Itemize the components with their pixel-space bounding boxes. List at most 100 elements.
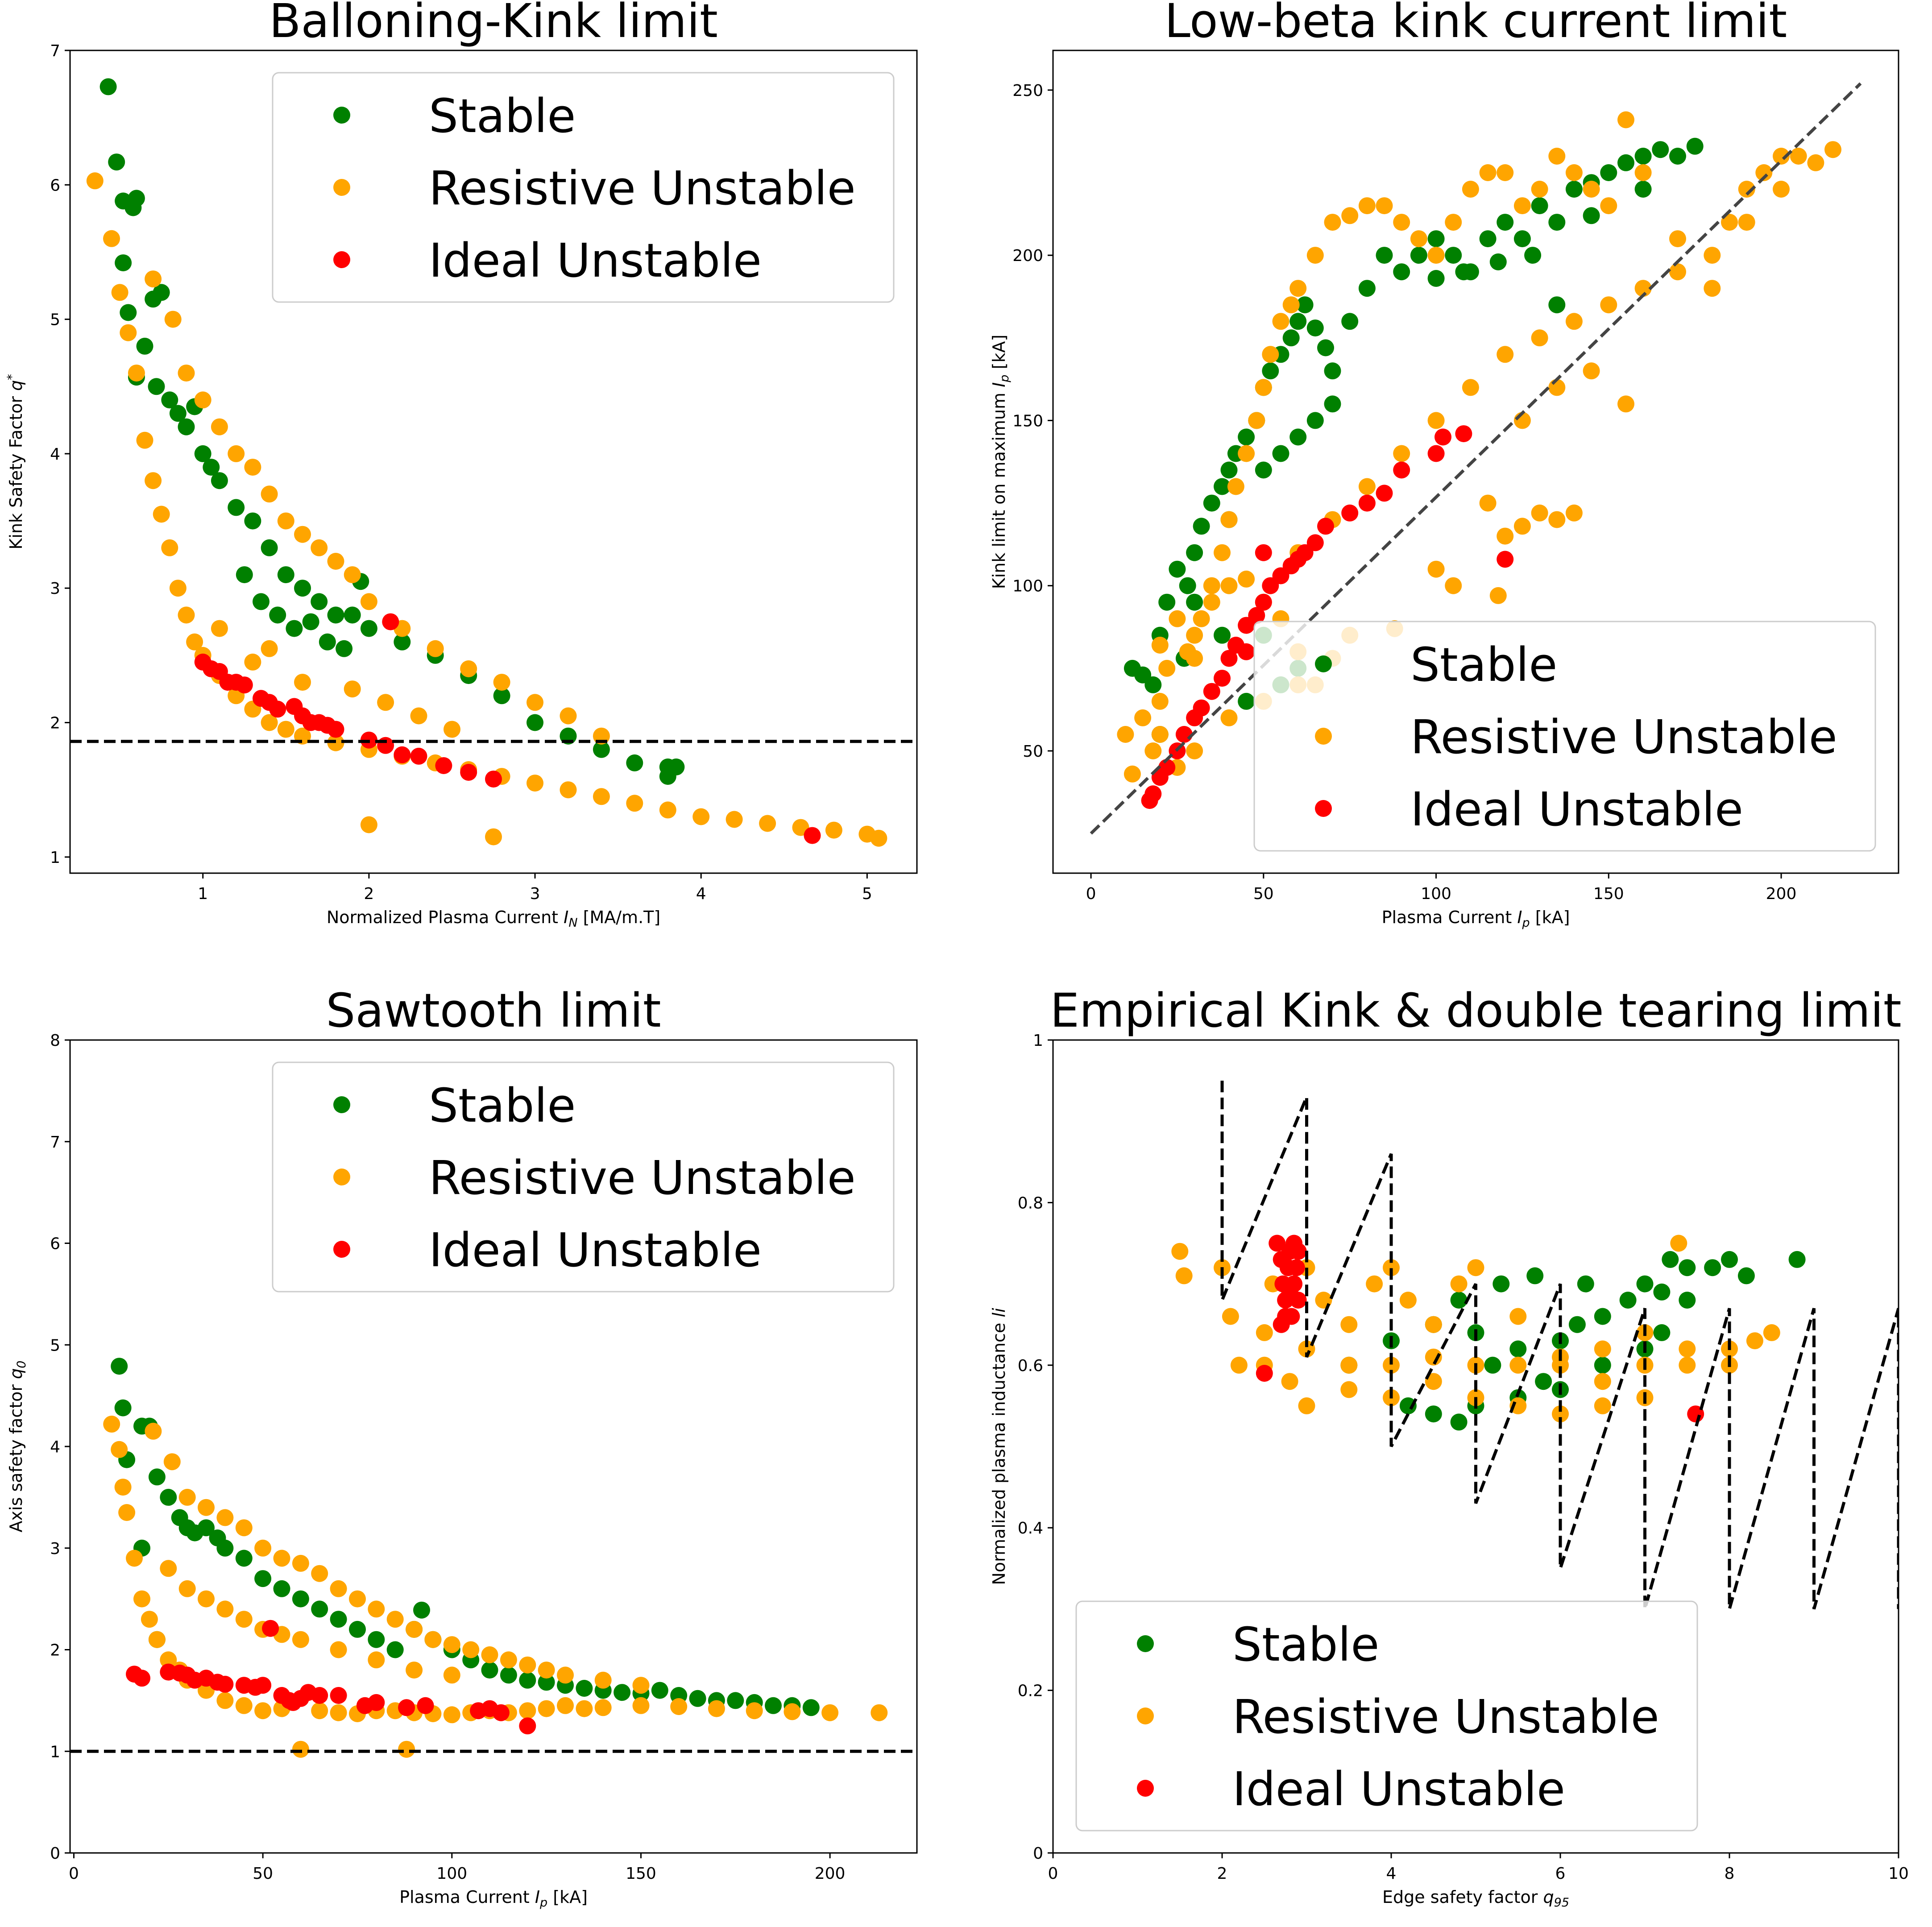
point-resistive bbox=[632, 1697, 650, 1714]
point-stable bbox=[614, 1684, 631, 1701]
point-stable bbox=[802, 1699, 820, 1716]
point-stable bbox=[148, 378, 165, 395]
point-resistive bbox=[148, 1631, 166, 1648]
legend-marker-resistive bbox=[1315, 728, 1332, 745]
y-tick-label: 0 bbox=[50, 1844, 60, 1863]
point-stable bbox=[1450, 1292, 1468, 1309]
legend-marker-resistive bbox=[1137, 1707, 1154, 1724]
point-stable bbox=[228, 499, 245, 516]
point-ideal bbox=[330, 1687, 347, 1704]
point-resistive bbox=[1497, 527, 1514, 545]
point-resistive bbox=[1634, 280, 1652, 297]
point-resistive bbox=[1594, 1397, 1611, 1414]
legend-box bbox=[1253, 621, 1876, 852]
point-stable bbox=[261, 539, 278, 556]
point-ideal bbox=[1255, 544, 1272, 561]
label-part: 95 bbox=[1554, 1896, 1569, 1910]
point-resistive bbox=[708, 1700, 725, 1717]
point-resistive bbox=[1151, 692, 1169, 710]
y-tick-label: 3 bbox=[50, 580, 60, 598]
point-stable bbox=[1548, 296, 1566, 314]
point-stable bbox=[1531, 197, 1548, 215]
point-resistive bbox=[120, 324, 137, 341]
point-resistive bbox=[244, 653, 261, 671]
point-resistive bbox=[1220, 511, 1238, 528]
point-ideal bbox=[1497, 551, 1514, 568]
point-resistive bbox=[292, 1631, 309, 1648]
point-resistive bbox=[1704, 280, 1721, 297]
point-stable bbox=[1535, 1373, 1552, 1390]
point-stable bbox=[1737, 1267, 1755, 1285]
point-resistive bbox=[160, 1560, 177, 1577]
point-ideal bbox=[460, 764, 477, 781]
point-resistive bbox=[1341, 207, 1359, 224]
x-tick-label: 100 bbox=[1421, 885, 1451, 903]
point-stable bbox=[1652, 141, 1669, 158]
point-ideal bbox=[398, 1699, 415, 1716]
point-ideal bbox=[1214, 670, 1231, 687]
point-ideal bbox=[1288, 1259, 1305, 1276]
point-ideal bbox=[1455, 425, 1472, 443]
point-resistive bbox=[294, 674, 311, 691]
point-resistive bbox=[153, 506, 170, 523]
point-ideal bbox=[1306, 534, 1324, 551]
point-resistive bbox=[1600, 197, 1617, 215]
point-resistive bbox=[216, 1600, 234, 1618]
point-resistive bbox=[1617, 395, 1634, 413]
point-resistive bbox=[349, 1590, 366, 1608]
point-resistive bbox=[386, 1611, 404, 1628]
y-axis-label: Normalized plasma inductance li bbox=[989, 1308, 1009, 1585]
point-stable bbox=[1565, 181, 1583, 198]
label-part: * bbox=[5, 374, 19, 380]
y-tick-label: 5 bbox=[50, 1336, 60, 1355]
point-stable bbox=[1484, 1356, 1501, 1374]
point-stable bbox=[1636, 1275, 1654, 1293]
point-resistive bbox=[443, 1636, 460, 1653]
point-resistive bbox=[1509, 1356, 1527, 1374]
point-resistive bbox=[1445, 214, 1462, 231]
x-axis-label: Plasma Current Ip [kA] bbox=[1382, 908, 1570, 930]
label-part: I bbox=[1517, 908, 1522, 927]
point-ideal bbox=[1255, 593, 1272, 611]
point-stable bbox=[1203, 494, 1220, 512]
point-resistive bbox=[1497, 346, 1514, 363]
point-stable bbox=[344, 606, 361, 624]
plot-area bbox=[1171, 1081, 1899, 1610]
point-ideal bbox=[262, 1620, 279, 1637]
point-resistive bbox=[235, 1697, 253, 1714]
point-ideal bbox=[269, 700, 286, 718]
point-stable bbox=[211, 472, 228, 489]
point-ideal bbox=[1220, 650, 1238, 667]
point-stable bbox=[500, 1666, 517, 1684]
point-resistive bbox=[1427, 412, 1445, 429]
point-stable bbox=[1455, 263, 1472, 281]
point-resistive bbox=[1763, 1324, 1780, 1341]
point-resistive bbox=[1272, 313, 1289, 330]
point-stable bbox=[111, 1358, 128, 1375]
point-ideal bbox=[368, 1694, 385, 1711]
point-resistive bbox=[273, 1550, 290, 1567]
point-resistive bbox=[198, 1499, 215, 1516]
point-resistive bbox=[1489, 587, 1507, 604]
point-ideal bbox=[1317, 518, 1334, 535]
point-stable bbox=[311, 1600, 328, 1618]
point-stable bbox=[161, 391, 178, 409]
point-resistive bbox=[292, 1741, 309, 1758]
point-resistive bbox=[1227, 478, 1244, 495]
y-tick-label: 4 bbox=[50, 1438, 60, 1456]
point-stable bbox=[302, 613, 319, 630]
legend-label-stable: Stable bbox=[1410, 638, 1557, 692]
x-tick-label: 4 bbox=[1386, 1865, 1397, 1883]
point-stable bbox=[1324, 395, 1341, 413]
legend-marker-stable bbox=[333, 107, 350, 124]
point-resistive bbox=[1479, 164, 1497, 181]
x-axis-label: Normalized Plasma Current IN [MA/m.T] bbox=[327, 908, 660, 930]
legend-box bbox=[272, 1061, 895, 1293]
point-resistive bbox=[1203, 593, 1220, 611]
point-resistive bbox=[1193, 610, 1210, 627]
point-resistive bbox=[360, 593, 377, 610]
chart-title: Low-beta kink current limit bbox=[1165, 0, 1787, 48]
point-stable bbox=[1679, 1292, 1696, 1309]
point-stable bbox=[1214, 626, 1231, 644]
point-resistive bbox=[692, 808, 710, 825]
